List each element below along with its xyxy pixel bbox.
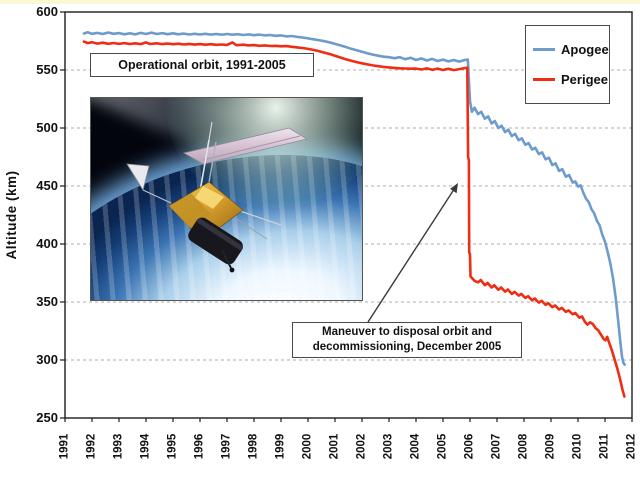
x-axis-tick-label: 2009 — [544, 433, 557, 460]
x-axis-tick-label: 2007 — [490, 433, 503, 460]
x-axis-tick-label: 2001 — [328, 433, 341, 460]
y-axis-tick-label: 500 — [36, 120, 58, 135]
y-axis-tick-label: 450 — [36, 178, 58, 193]
y-axis-tick-label: 600 — [36, 4, 58, 19]
y-axis-tick-label: 550 — [36, 62, 58, 77]
x-axis-tick-label: 1992 — [85, 433, 98, 460]
page-top-strip — [0, 0, 640, 4]
legend-entry-apogee: Apogee — [526, 42, 609, 57]
x-axis-tick-label: 1998 — [247, 433, 260, 460]
satellite-art — [126, 121, 309, 273]
legend-entry-perigee: Perigee — [526, 72, 609, 87]
x-axis-tick-label: 2002 — [355, 433, 368, 460]
annotation-maneuver-line1: Maneuver to disposal orbit and — [322, 326, 492, 339]
x-axis-tick-label: 2011 — [598, 434, 611, 459]
annotation-maneuver: Maneuver to disposal orbit and decommiss… — [292, 322, 522, 358]
x-axis-tick-label: 2003 — [382, 433, 395, 460]
legend-label-apogee: Apogee — [561, 41, 609, 57]
legend: Apogee Perigee — [525, 25, 610, 104]
x-axis-tick-label: 2004 — [409, 433, 422, 460]
x-axis-tick-label: 1999 — [274, 433, 287, 460]
x-axis-tick-label: 1994 — [139, 433, 152, 460]
x-axis-tick-label: 2010 — [571, 433, 584, 460]
x-axis-tick-label: 1995 — [166, 433, 179, 460]
x-axis-tick-label: 1996 — [193, 433, 206, 460]
annotation-operational-orbit: Operational orbit, 1991-2005 — [90, 53, 314, 77]
legend-label-perigee: Perigee — [561, 72, 608, 88]
annotation-maneuver-line2: decommissioning, December 2005 — [312, 341, 502, 353]
x-axis-tick-label: 1991 — [58, 433, 71, 460]
y-axis-tick-label: 300 — [36, 352, 58, 367]
y-axis-tick-label: 250 — [36, 410, 58, 425]
perigee-line-swatch — [533, 78, 555, 82]
y-axis-tick-label: 400 — [36, 236, 58, 251]
y-axis-tick-label: 350 — [36, 294, 58, 309]
y-axis-title: Altitude (km) — [4, 170, 19, 260]
x-axis-tick-label: 1997 — [220, 433, 233, 460]
x-axis-tick-label: 2006 — [463, 433, 476, 460]
x-axis-tick-label: 2012 — [625, 433, 638, 460]
x-axis-tick-label: 1993 — [112, 433, 125, 460]
annotation-operational-orbit-text: Operational orbit, 1991-2005 — [118, 58, 286, 72]
x-axis-tick-label: 2000 — [301, 433, 314, 460]
satellite-photo — [90, 97, 363, 301]
apogee-line-swatch — [533, 47, 555, 51]
x-axis-tick-label: 2008 — [517, 433, 530, 460]
x-axis-tick-label: 2005 — [436, 433, 449, 460]
